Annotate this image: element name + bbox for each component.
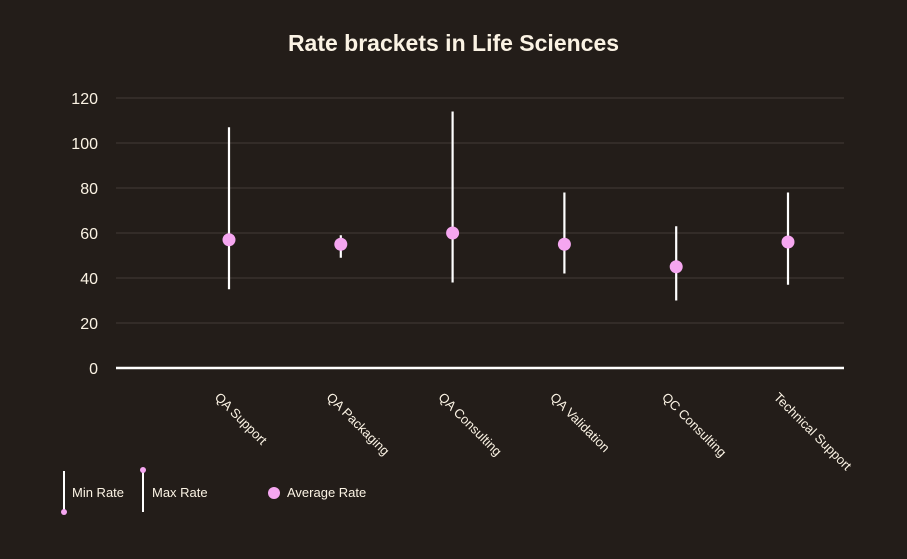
legend-min-label: Min Rate [72, 485, 124, 500]
x-category-label: QA Validation [547, 390, 613, 456]
x-category-label: QA Support [212, 390, 270, 448]
y-tick-label: 60 [80, 226, 98, 243]
legend-min-dot-icon [61, 509, 67, 515]
legend-max-dot-icon [140, 467, 146, 473]
y-tick-label: 20 [80, 316, 98, 333]
x-category-label: QC Consulting [659, 390, 729, 460]
y-tick-label: 40 [80, 271, 98, 288]
legend-max-label: Max Rate [152, 485, 208, 500]
y-tick-label: 100 [71, 136, 98, 153]
average-point [222, 233, 236, 247]
average-point [557, 237, 571, 251]
x-category-label: QA Packaging [324, 390, 393, 459]
average-point [334, 237, 348, 251]
average-point [446, 226, 460, 240]
y-tick-label: 0 [89, 361, 98, 378]
y-tick-label: 120 [71, 91, 98, 108]
legend-average-dot-icon [268, 487, 280, 499]
average-point [669, 260, 683, 274]
y-tick-label: 80 [80, 181, 98, 198]
legend-average-label: Average Rate [287, 485, 366, 500]
x-category-label: Technical Support [771, 390, 855, 474]
average-point [781, 235, 795, 249]
chart-title: Rate brackets in Life Sciences [287, 30, 620, 56]
x-category-label: QA Consulting [435, 390, 504, 459]
